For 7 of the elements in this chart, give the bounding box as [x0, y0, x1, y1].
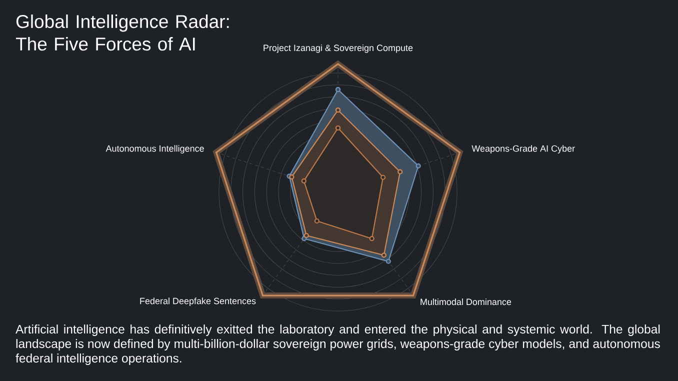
text: Artificial intelligence has definitively exitted the laboratory and entered the physical and systemic world. The global landscape is now defined by multi-billion-dollar sovereign power grids, weapons-grade cyber models, and autonomous federal intelligence operations. — [16, 324, 660, 365]
spoke-label: Multimodal Dominance — [420, 298, 512, 306]
spoke-label: Project Izanagi & Sovereign Compute — [264, 44, 413, 53]
spoke-label: Federal Deepfake Sentences — [140, 298, 256, 306]
spoke-label: Weapons-Grade AI Cyber — [472, 145, 575, 154]
spoke-label: Autonomous Intelligence — [106, 145, 204, 154]
chart-title: Global Intelligence Radar: The Five Forces of AI — [16, 14, 229, 51]
